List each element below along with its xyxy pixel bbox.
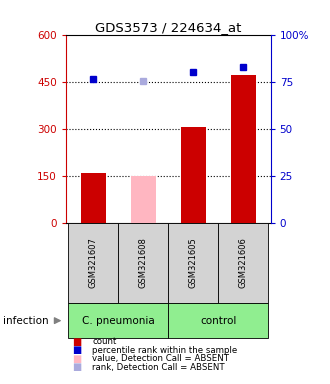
Text: GSM321605: GSM321605 [189,238,198,288]
Text: count: count [92,337,117,346]
Text: control: control [200,316,236,326]
Bar [181,127,206,223]
Text: infection: infection [3,316,49,326]
Text: ■: ■ [73,345,82,355]
Bar [168,223,218,303]
Text: GSM321606: GSM321606 [239,238,248,288]
Bar [81,172,106,223]
Bar [131,176,156,223]
Text: GSM321608: GSM321608 [139,238,148,288]
Bar [231,75,256,223]
Bar [69,223,118,303]
Bar [168,303,268,338]
Text: value, Detection Call = ABSENT: value, Detection Call = ABSENT [92,354,229,363]
Text: ■: ■ [73,337,82,347]
Bar [218,223,268,303]
Text: GDS3573 / 224634_at: GDS3573 / 224634_at [95,21,242,34]
Text: C. pneumonia: C. pneumonia [82,316,155,326]
Text: GSM321607: GSM321607 [89,238,98,288]
Text: rank, Detection Call = ABSENT: rank, Detection Call = ABSENT [92,362,225,372]
Bar [118,223,168,303]
Text: ■: ■ [73,354,82,364]
Bar [69,303,168,338]
Text: percentile rank within the sample: percentile rank within the sample [92,346,238,355]
Text: ■: ■ [73,362,82,372]
